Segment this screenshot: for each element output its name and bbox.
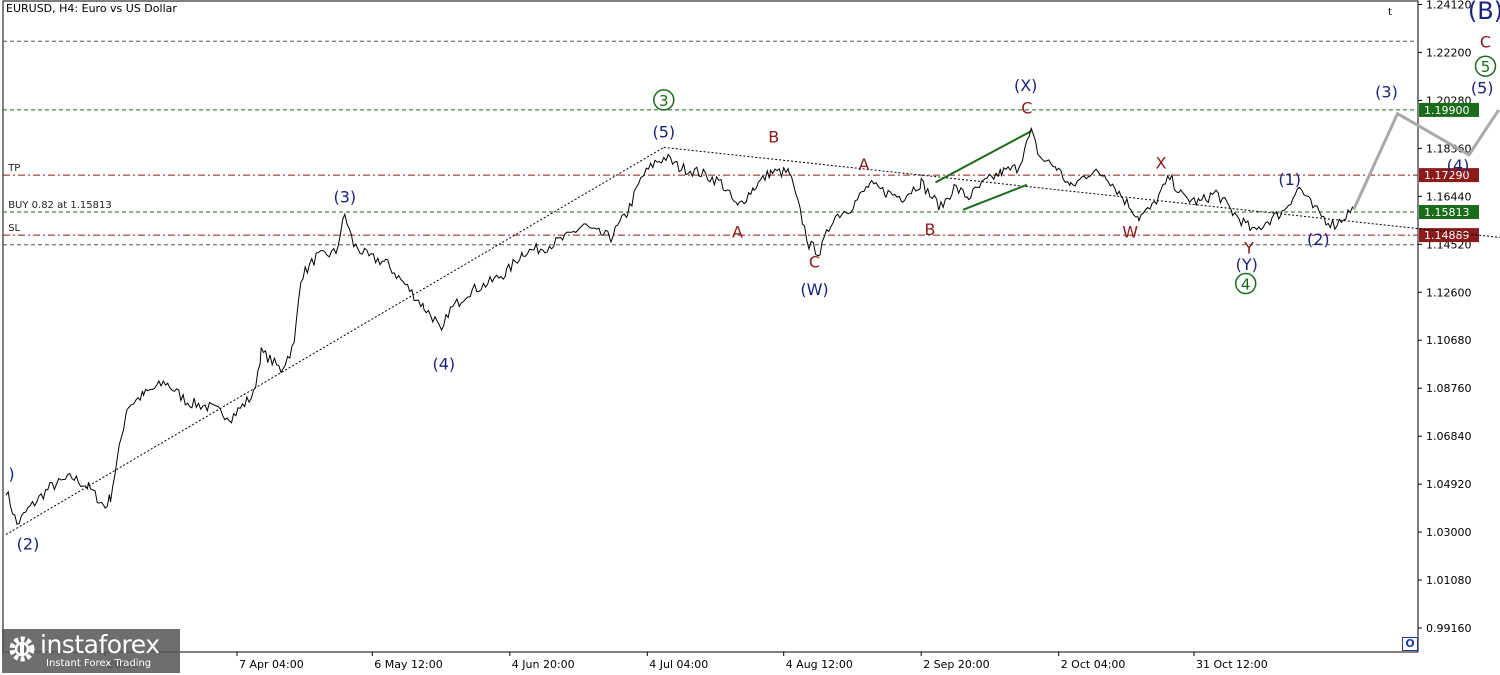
wave-label: X [1156, 154, 1167, 173]
wave-label: (5) [652, 122, 675, 141]
x-tick-label: 31 Oct 12:00 [1196, 658, 1268, 671]
wave-label: (3) [333, 187, 356, 206]
trend-line [935, 130, 1032, 184]
wave-label: B [768, 127, 779, 146]
x-tick-label: 2 Oct 04:00 [1061, 658, 1126, 671]
price-tag [1419, 168, 1479, 183]
wave-label: (2) [1307, 230, 1330, 249]
wave-label: 4 [1241, 276, 1251, 294]
wave-label: (5) [1471, 79, 1494, 98]
wave-label: (1) [1278, 170, 1301, 189]
price-tag [1419, 205, 1479, 220]
y-tick-label: 1.12600 [1426, 286, 1472, 299]
x-tick-label: 2 Sep 20:00 [923, 658, 989, 671]
wave-label: (Y) [1236, 255, 1258, 274]
level-text: SL [8, 223, 20, 234]
wave-label: W [1122, 222, 1138, 241]
wave-label: ) [8, 465, 14, 484]
wave-label-circle [1234, 272, 1257, 295]
x-tick-label: 7 Apr 04:00 [239, 658, 304, 671]
trend-line [962, 183, 1028, 211]
wave-label: B [925, 220, 936, 239]
wave-label: A [732, 222, 743, 241]
price-tag-label: 1.14889 [1424, 229, 1470, 242]
y-tick-label: 1.22200 [1426, 46, 1472, 59]
wave-label: (3) [1375, 82, 1398, 101]
watermark-tagline: Instant Forex Trading [46, 658, 152, 669]
wave-label: (4) [432, 355, 455, 374]
y-tick-label: 1.18360 [1426, 142, 1472, 155]
y-tick-label: 1.10680 [1426, 334, 1472, 347]
level-text: BUY 0.82 at 1.15813 [8, 200, 112, 211]
x-tick-label: 6 May 12:00 [374, 658, 442, 671]
x-tick-label: 4 Jun 20:00 [512, 658, 575, 671]
wave-label-circle [653, 89, 675, 111]
price-series [5, 126, 1354, 525]
wave-label: (B) [1468, 0, 1500, 25]
price-tag-label: 1.15813 [1424, 206, 1470, 219]
wave-label: C [1480, 32, 1491, 51]
x-tick-label: 4 Jul 04:00 [649, 658, 708, 671]
trend-line [663, 146, 1500, 238]
chart-title: EURUSD, H4: Euro vs US Dollar [6, 2, 177, 15]
price-tag-label: 1.17290 [1424, 169, 1470, 182]
wave-label: C [1021, 99, 1032, 118]
y-tick-label: 1.08760 [1426, 382, 1472, 395]
gear-logo-icon [9, 636, 35, 662]
price-tag [1419, 228, 1479, 243]
trend-line [5, 146, 665, 536]
forecast-path [1352, 109, 1500, 211]
wave-label: A [859, 155, 870, 174]
y-tick-label: 1.16440 [1426, 190, 1472, 203]
wave-label: C [809, 252, 820, 271]
instaforex-watermark: instaforex Instant Forex Trading [2, 629, 180, 673]
wave-label: 5 [1481, 58, 1491, 76]
wave-label: (4) [1447, 156, 1470, 175]
level-text: TP [7, 163, 20, 174]
y-tick-label: 1.04920 [1426, 478, 1472, 491]
wave-label: 3 [659, 92, 669, 110]
wave-label: (X) [1014, 76, 1037, 95]
wave-label: Y [1243, 239, 1254, 258]
y-tick-label: 1.01080 [1426, 574, 1472, 587]
y-tick-label: 1.03000 [1426, 526, 1472, 539]
wave-label-circle [1474, 55, 1497, 77]
wave-label: (W) [800, 280, 828, 299]
price-tag-label: 1.19900 [1424, 104, 1470, 117]
top-right-marker: t [1388, 7, 1392, 18]
plot-frame [2, 0, 1419, 653]
wave-label: (2) [17, 535, 40, 554]
y-tick-label: 1.06840 [1426, 430, 1472, 443]
x-tick-label: 4 Aug 12:00 [786, 658, 853, 671]
y-tick-label: 0.99160 [1426, 622, 1472, 635]
y-tick-label: 1.24120 [1426, 0, 1472, 11]
watermark-brand: instaforex [40, 630, 160, 659]
price-tag [1419, 102, 1479, 117]
chart-corner-button[interactable]: O [1402, 637, 1418, 651]
